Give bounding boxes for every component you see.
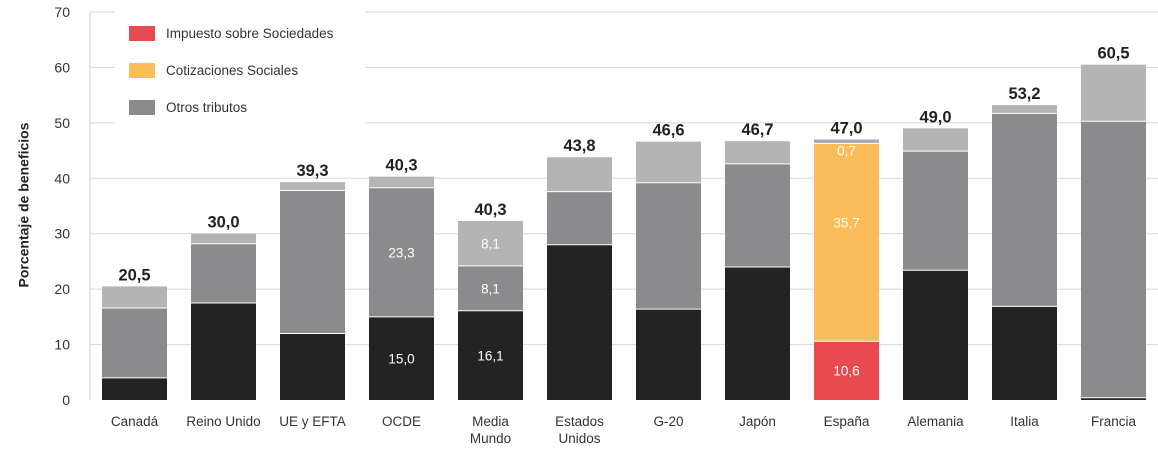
bar-segment <box>458 265 523 311</box>
bar-segment <box>102 377 167 400</box>
legend-label-cotizaciones-sociales: Cotizaciones Sociales <box>166 62 299 78</box>
total-label: 30,0 <box>207 214 239 232</box>
bar-segment <box>903 270 968 400</box>
x-tick-label: Reino Unido <box>186 414 260 429</box>
data-label: 8,1 <box>481 236 500 251</box>
legend-item-impuesto-sociedades: Impuesto sobre Sociedades <box>129 23 333 43</box>
x-tick-label: Media <box>472 414 509 429</box>
data-label: 23,3 <box>388 245 414 260</box>
bar-segment <box>191 243 256 303</box>
bar-segment <box>992 306 1057 400</box>
bar-segment <box>102 307 167 378</box>
bar-segment <box>903 151 968 271</box>
total-label: 20,5 <box>118 266 150 284</box>
bar-segment <box>636 309 701 400</box>
data-label: 15,0 <box>388 351 414 366</box>
bar-segment <box>458 220 523 266</box>
x-tick-label: UE y EFTA <box>279 414 346 429</box>
bar-segment <box>903 128 968 152</box>
data-label: 8,1 <box>481 281 500 296</box>
bar-segment <box>725 163 790 267</box>
legend-label-impuesto-sociedades: Impuesto sobre Sociedades <box>166 25 334 41</box>
bar-segment <box>547 244 612 400</box>
bar-segment <box>280 190 345 334</box>
bar-segment <box>369 316 434 400</box>
data-label: 35,7 <box>833 216 859 231</box>
bar-segment <box>725 266 790 400</box>
x-tick-label: Unidos <box>558 431 600 446</box>
legend-swatch-cotizaciones-sociales <box>129 62 155 78</box>
bar-segment <box>636 141 701 183</box>
bar-segment <box>1081 121 1146 398</box>
y-tick-label: 20 <box>54 281 70 297</box>
bar-segment <box>814 143 879 342</box>
legend-item-cotizaciones-sociales: Cotizaciones Sociales <box>129 60 298 80</box>
bar-segment <box>547 157 612 192</box>
bar-segment <box>458 310 523 400</box>
bar-segment <box>369 187 434 317</box>
x-tick-label: Alemania <box>907 414 964 429</box>
y-tick-label: 30 <box>54 226 70 242</box>
x-tick-label: España <box>824 414 870 429</box>
legend-label-otros-tributos: Otros tributos <box>166 99 248 115</box>
total-label: 46,6 <box>652 122 684 140</box>
bar-segment <box>191 303 256 400</box>
x-tick-label: OCDE <box>382 414 421 429</box>
legend: Impuesto sobre Sociedades Cotizaciones S… <box>115 6 365 124</box>
y-tick-label: 0 <box>62 392 70 408</box>
y-axis-title: Porcentaje de beneficios <box>8 0 38 410</box>
total-label: 53,2 <box>1008 85 1040 103</box>
x-tick-label: G-20 <box>653 414 683 429</box>
data-label: 10,6 <box>833 364 859 379</box>
x-tick-label: Estados <box>555 414 604 429</box>
total-label: 47,0 <box>830 119 862 137</box>
bar-segment <box>636 182 701 310</box>
x-tick-label: Japón <box>739 414 776 429</box>
y-tick-label: 70 <box>54 4 70 20</box>
x-tick-label: Mundo <box>470 431 511 446</box>
bar-segment <box>725 141 790 164</box>
data-label: 0,7 <box>837 143 856 158</box>
bar-segment <box>369 176 434 188</box>
bar-segment <box>1081 397 1146 400</box>
total-label: 39,3 <box>296 162 328 180</box>
total-label: 49,0 <box>919 108 951 126</box>
data-label: 16,1 <box>477 348 503 363</box>
bar-segment <box>547 191 612 245</box>
bar-segment <box>814 139 879 144</box>
bar-segment <box>280 182 345 191</box>
bar-segment <box>1081 64 1146 122</box>
total-label: 43,8 <box>563 137 595 155</box>
total-label: 60,5 <box>1097 45 1129 63</box>
legend-swatch-impuesto-sociedades <box>129 25 155 41</box>
bar-segment <box>191 233 256 244</box>
y-tick-label: 10 <box>54 337 70 353</box>
x-tick-label: Canadá <box>111 414 159 429</box>
bar-segment <box>102 286 167 308</box>
bar-segment <box>992 105 1057 114</box>
legend-swatch-otros-tributos <box>129 99 155 115</box>
x-tick-label: Francia <box>1091 414 1137 429</box>
y-tick-label: 40 <box>54 170 70 186</box>
y-tick-label: 50 <box>54 115 70 131</box>
x-tick-label: Italia <box>1010 414 1039 429</box>
bar-segment <box>280 333 345 400</box>
total-label: 40,3 <box>474 201 506 219</box>
y-tick-label: 60 <box>54 59 70 75</box>
total-label: 46,7 <box>741 121 773 139</box>
legend-item-otros-tributos: Otros tributos <box>129 97 247 117</box>
y-axis-title-text: Porcentaje de beneficios <box>15 122 32 288</box>
bar-segment <box>814 341 879 400</box>
total-label: 40,3 <box>385 157 417 175</box>
bar-segment <box>992 113 1057 307</box>
